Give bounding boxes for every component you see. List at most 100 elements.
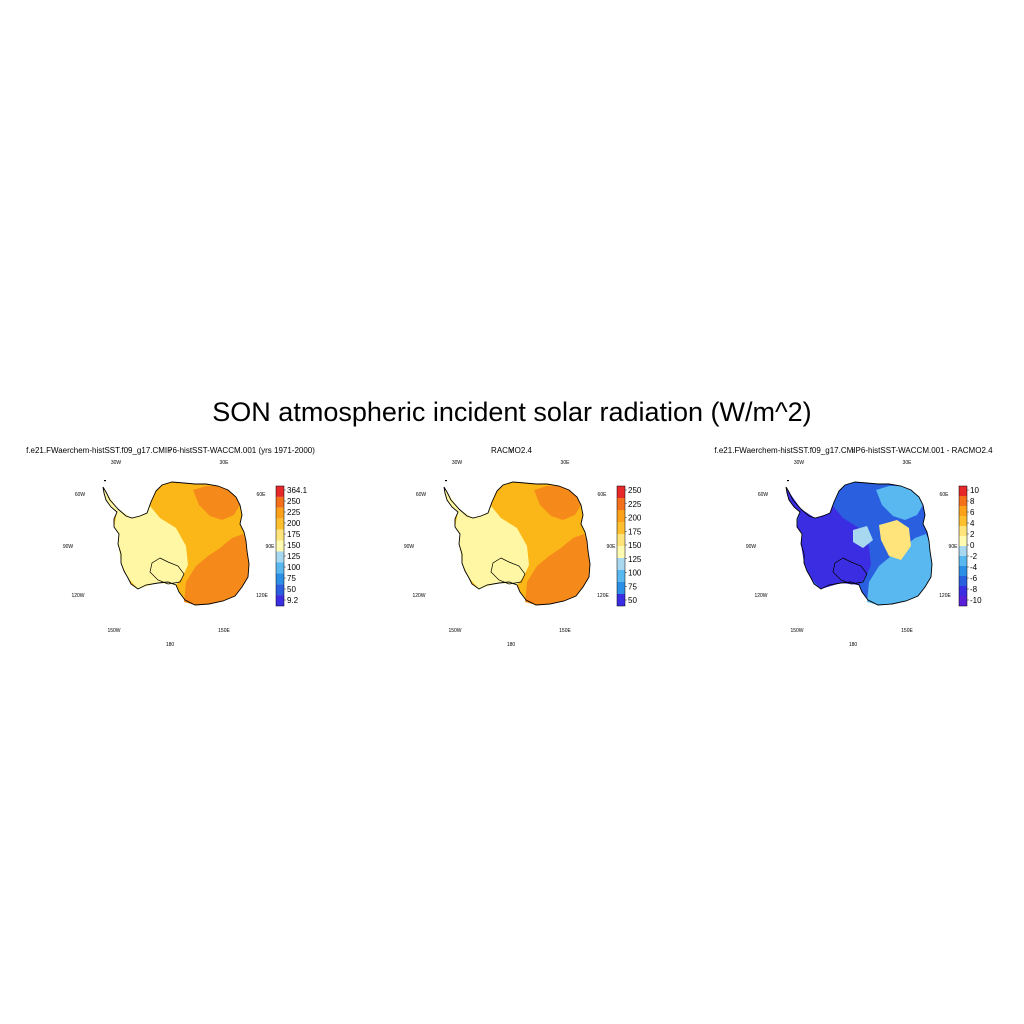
lon-label: 90W [404,544,415,550]
west-field [786,487,871,589]
lon-label: 120W [754,593,767,599]
colorbar-segment [959,536,967,546]
figure-title: SON atmospheric incident solar radiation… [212,397,812,427]
colorbar-label: 100 [287,563,301,572]
colorbar-segment [617,594,625,606]
lon-label: 120W [71,593,84,599]
colorbar-label: 225 [628,500,642,509]
colorbar-label: 150 [287,541,301,550]
lon-label: 120E [256,593,268,599]
colorbar-label: 10 [970,486,979,495]
colorbar-segment [959,516,967,526]
lon-label: 90W [746,544,757,550]
lon-label: 60W [758,492,769,498]
lon-label: 60E [940,492,950,498]
ice-shelf-outline [490,557,526,585]
panel-racmo: RACMO2.4 30W 30E 60W 60E 90W 90E 120W 120E 150W 1… [341,440,682,655]
colorbar-label: 250 [628,486,642,495]
colorbar-label: 8 [970,497,975,506]
ice-shelf-outline [832,557,868,585]
colorbar-label: 250 [287,497,301,506]
colorbar-segment [276,573,284,585]
east-field [525,534,590,605]
lon-label: 150E [901,628,913,634]
panel-title: RACMO2.4 [491,446,532,455]
colorbar-label: 125 [287,552,301,561]
colorbar-segment [617,498,625,510]
map-group: 30W 30E 60W 60E 90W 90E 120W 120E 150W 150E 180 250… [404,449,642,648]
map-svg: 30W 30E 60W 60E 90W 90E 120W 120E 150W 150E 180 250… [404,449,642,648]
colorbar-label: -6 [970,574,978,583]
colorbar-segment [617,486,625,498]
lon-label: 90E [949,544,959,550]
lon-label: 60W [75,492,86,498]
island-marker [104,480,106,482]
colorbar-frame [958,485,968,607]
colorbar-label: 6 [970,508,975,517]
ice-shelf-outline [149,557,185,585]
colorbar-label: 4 [970,519,975,528]
colorbar-segment [276,518,284,530]
colorbar-label: 100 [628,569,642,578]
colorbar-label: 225 [287,508,301,517]
lon-label: 30W [111,460,122,466]
colorbar-frame [275,485,285,607]
colorbar-segment [617,582,625,594]
colorbar-segment [617,510,625,522]
colorbar-segment [276,507,284,519]
lon-label: 60E [257,492,267,498]
colorbar-segment [617,522,625,534]
northeast-field [876,486,923,520]
positive-anomaly-area [879,520,911,560]
colorbar-label: 200 [287,519,301,528]
colorbar-segment [959,486,967,496]
map-svg: 30W 30E 60W 60E 90W 90E 120W 120E 150W 150E 180 10 8… [746,449,982,648]
coastline [785,481,933,606]
colorbar-frame [616,485,626,607]
island-marker [787,480,789,482]
lon-label: 90E [266,544,276,550]
colorbar-segment [617,534,625,546]
colorbar-label: 150 [628,541,642,550]
colorbar-label: 9.2 [287,596,299,605]
colorbar-segment [276,562,284,574]
panel-title: f.e21.FWaerchem-histSST.f09_g17.CMIP6-hi… [714,446,993,455]
colorbar-label: 75 [628,582,637,591]
colorbar-segment [617,558,625,570]
colorbar-segment [959,576,967,586]
colorbar-segment [617,570,625,582]
lon-label: 180 [849,642,858,648]
island-marker [445,480,447,482]
lon-label: 30E [903,460,913,466]
colorbar-segment [276,496,284,508]
panel-title: f.e21.FWaerchem-histSST.f09_g17.CMIP6-hi… [26,446,315,455]
east-field [184,534,249,605]
panel-model: f.e21.FWaerchem-histSST.f09_g17.CMIP6-hi… [0,440,341,655]
colorbar-segment [959,526,967,536]
lon-label: 180 [166,642,175,648]
east-field [867,534,932,605]
panel-difference: f.e21.FWaerchem-histSST.f09_g17.CMIP6-hi… [683,440,1024,655]
colorbar-label: 175 [628,527,642,536]
lon-label: 150W [107,628,120,634]
map-group: 30W 30E 60W 60E 90W 90E 120W 120E 150W 150E 180 364… [63,449,308,648]
colorbar-label: 0 [970,541,975,550]
colorbar-label: 125 [628,555,642,564]
lon-label: 180 [507,642,516,648]
colorbar-label: 75 [287,574,296,583]
lon-label: 30E [561,460,571,466]
lon-label: 150E [218,628,230,634]
colorbar-segment [276,486,284,497]
lon-label: 150E [559,628,571,634]
colorbar-segment [276,551,284,563]
colorbar-segment [276,595,284,606]
northeast-field [534,486,581,520]
west-field [103,487,188,589]
coastline [443,481,591,606]
colorbar-label: 50 [628,596,637,605]
colorbar-segment [959,546,967,556]
coastline [102,481,250,606]
colorbar-segment [276,529,284,541]
colorbar-segment [959,566,967,576]
colorbar-label: 50 [287,585,296,594]
